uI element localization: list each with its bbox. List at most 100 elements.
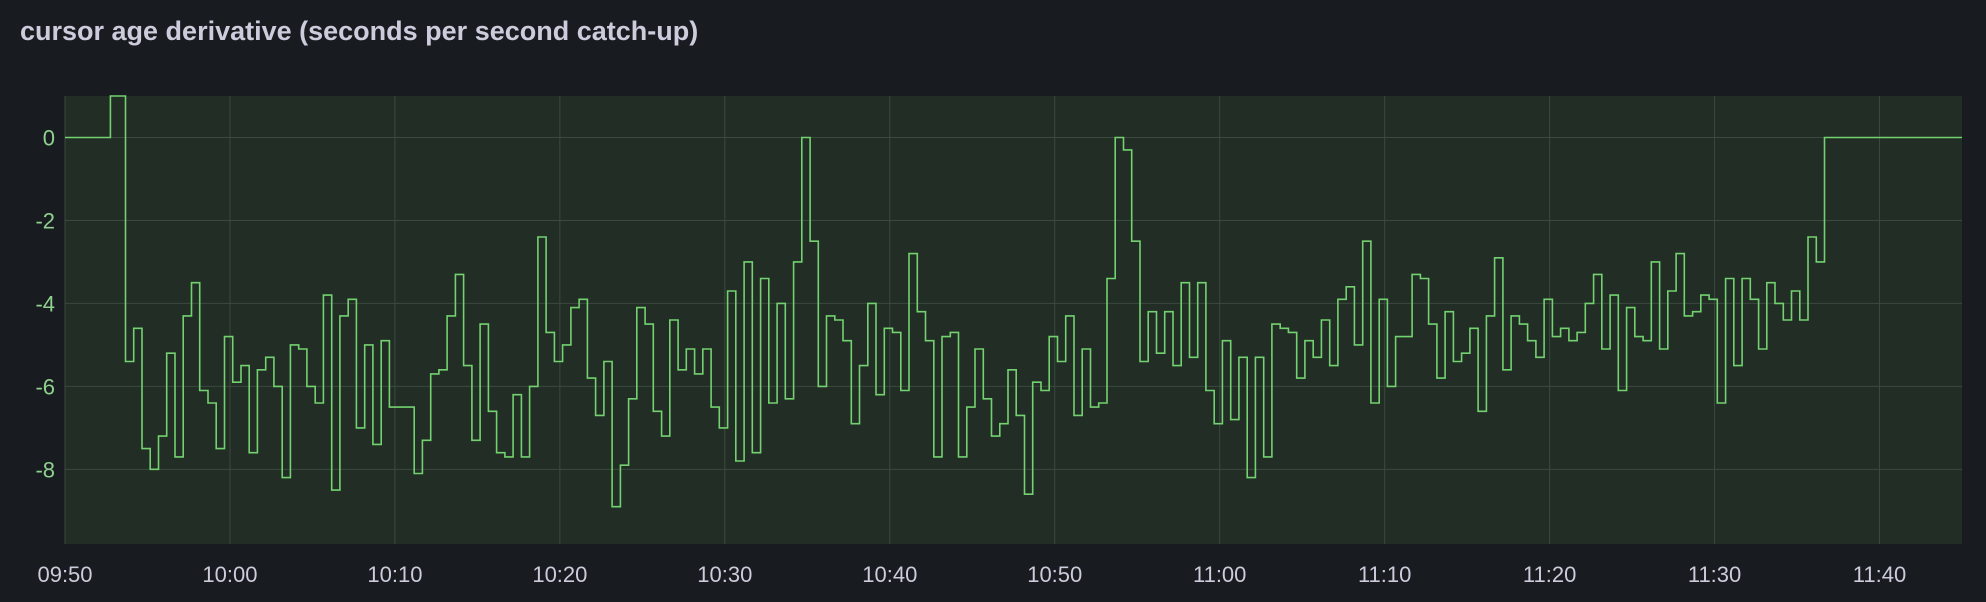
data-point (430, 373, 432, 375)
data-point (570, 306, 572, 308)
data-point (1370, 402, 1372, 404)
data-point (891, 331, 893, 333)
data-point (537, 236, 539, 238)
y-tick-label: -6 (35, 374, 55, 399)
data-point (1617, 389, 1619, 391)
data-point (1040, 389, 1042, 391)
data-point (1312, 356, 1314, 358)
data-point (141, 447, 143, 449)
data-point (1254, 356, 1256, 358)
data-point (1271, 323, 1273, 325)
data-point (1700, 294, 1702, 296)
data-point (1716, 402, 1718, 404)
data-point (1246, 476, 1248, 478)
data-point (1807, 236, 1809, 238)
data-point (825, 315, 827, 317)
data-point (372, 443, 374, 445)
data-point (190, 282, 192, 284)
data-point (1576, 331, 1578, 333)
data-point (603, 360, 605, 362)
data-point (124, 360, 126, 362)
data-point (545, 331, 547, 333)
data-point (867, 302, 869, 304)
data-point (479, 323, 481, 325)
data-point (1180, 282, 1182, 284)
data-point (1477, 410, 1479, 412)
data-point (248, 452, 250, 454)
data-point (1263, 456, 1265, 458)
data-point (1790, 290, 1792, 292)
data-point (1667, 290, 1669, 292)
data-point (1106, 277, 1108, 279)
data-point (1320, 319, 1322, 321)
x-tick-label: 11:00 (1193, 562, 1246, 587)
data-point (1634, 335, 1636, 337)
data-point (322, 294, 324, 296)
data-point (636, 306, 638, 308)
x-tick-label: 10:00 (202, 562, 257, 587)
data-point (834, 319, 836, 321)
data-point (1526, 340, 1528, 342)
data-point (1518, 323, 1520, 325)
data-point (1592, 273, 1594, 275)
x-tick-label: 10:20 (532, 562, 587, 587)
data-point (331, 489, 333, 491)
data-point (1411, 273, 1413, 275)
data-point (1782, 319, 1784, 321)
data-point (512, 394, 514, 396)
data-point (1535, 356, 1537, 358)
data-point (933, 456, 935, 458)
data-point (759, 277, 761, 279)
data-point (924, 340, 926, 342)
data-point (1131, 240, 1133, 242)
data-point (1386, 385, 1388, 387)
data-point (1056, 360, 1058, 362)
data-point (842, 340, 844, 342)
data-point (504, 456, 506, 458)
data-point (1337, 298, 1339, 300)
data-point (1287, 331, 1289, 333)
data-point (413, 472, 415, 474)
y-tick-label: -8 (35, 457, 55, 482)
data-point (553, 360, 555, 362)
data-point (1279, 327, 1281, 329)
data-point (1164, 311, 1166, 313)
data-point (1551, 335, 1553, 337)
data-point (471, 439, 473, 441)
data-point (578, 298, 580, 300)
data-point (1221, 340, 1223, 342)
data-point (1197, 282, 1199, 284)
data-point (1691, 311, 1693, 313)
data-point (215, 447, 217, 449)
x-tick-label: 11:20 (1523, 562, 1576, 587)
data-point (1114, 136, 1116, 138)
y-tick-label: -2 (35, 208, 55, 233)
data-point (1741, 277, 1743, 279)
data-point (1757, 348, 1759, 350)
data-point (982, 398, 984, 400)
data-point (64, 136, 66, 138)
data-point (1304, 340, 1306, 342)
data-point (1543, 298, 1545, 300)
y-tick-label: -4 (35, 291, 55, 316)
data-point (916, 311, 918, 313)
data-point (735, 460, 737, 462)
data-point (1065, 315, 1067, 317)
data-point (619, 464, 621, 466)
data-point (199, 389, 201, 391)
data-point (1485, 315, 1487, 317)
data-point (1007, 369, 1009, 371)
data-point (1452, 360, 1454, 362)
x-tick-label: 11:30 (1688, 562, 1741, 587)
data-point (858, 364, 860, 366)
data-point (974, 348, 976, 350)
data-point (1139, 360, 1141, 362)
data-point (355, 427, 357, 429)
data-point (801, 136, 803, 138)
data-point (157, 435, 159, 437)
data-point (1650, 261, 1652, 263)
data-point (1032, 381, 1034, 383)
x-tick-label: 11:10 (1358, 562, 1411, 587)
data-point (446, 315, 448, 317)
